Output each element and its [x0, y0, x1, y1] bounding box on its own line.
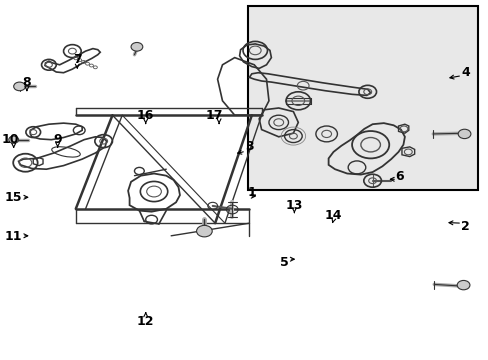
Circle shape: [131, 42, 142, 51]
Text: 1: 1: [247, 186, 256, 199]
Text: 2: 2: [460, 220, 469, 233]
Text: 14: 14: [324, 209, 342, 222]
Text: 16: 16: [137, 109, 154, 122]
Text: 15: 15: [5, 191, 22, 204]
Text: 11: 11: [5, 230, 22, 243]
Text: 12: 12: [137, 315, 154, 328]
Circle shape: [9, 136, 19, 143]
Text: 10: 10: [2, 133, 20, 146]
Text: 9: 9: [53, 133, 62, 146]
Text: 3: 3: [244, 140, 253, 153]
Text: 13: 13: [285, 199, 303, 212]
Text: 8: 8: [22, 76, 31, 89]
Circle shape: [457, 129, 470, 139]
Text: 7: 7: [73, 53, 81, 66]
Text: 17: 17: [205, 109, 223, 122]
Bar: [248, 6, 477, 190]
Circle shape: [196, 225, 212, 237]
Text: 6: 6: [395, 170, 404, 183]
Circle shape: [456, 280, 469, 290]
Text: 5: 5: [280, 256, 288, 269]
Circle shape: [14, 82, 25, 91]
Text: 4: 4: [460, 66, 469, 79]
